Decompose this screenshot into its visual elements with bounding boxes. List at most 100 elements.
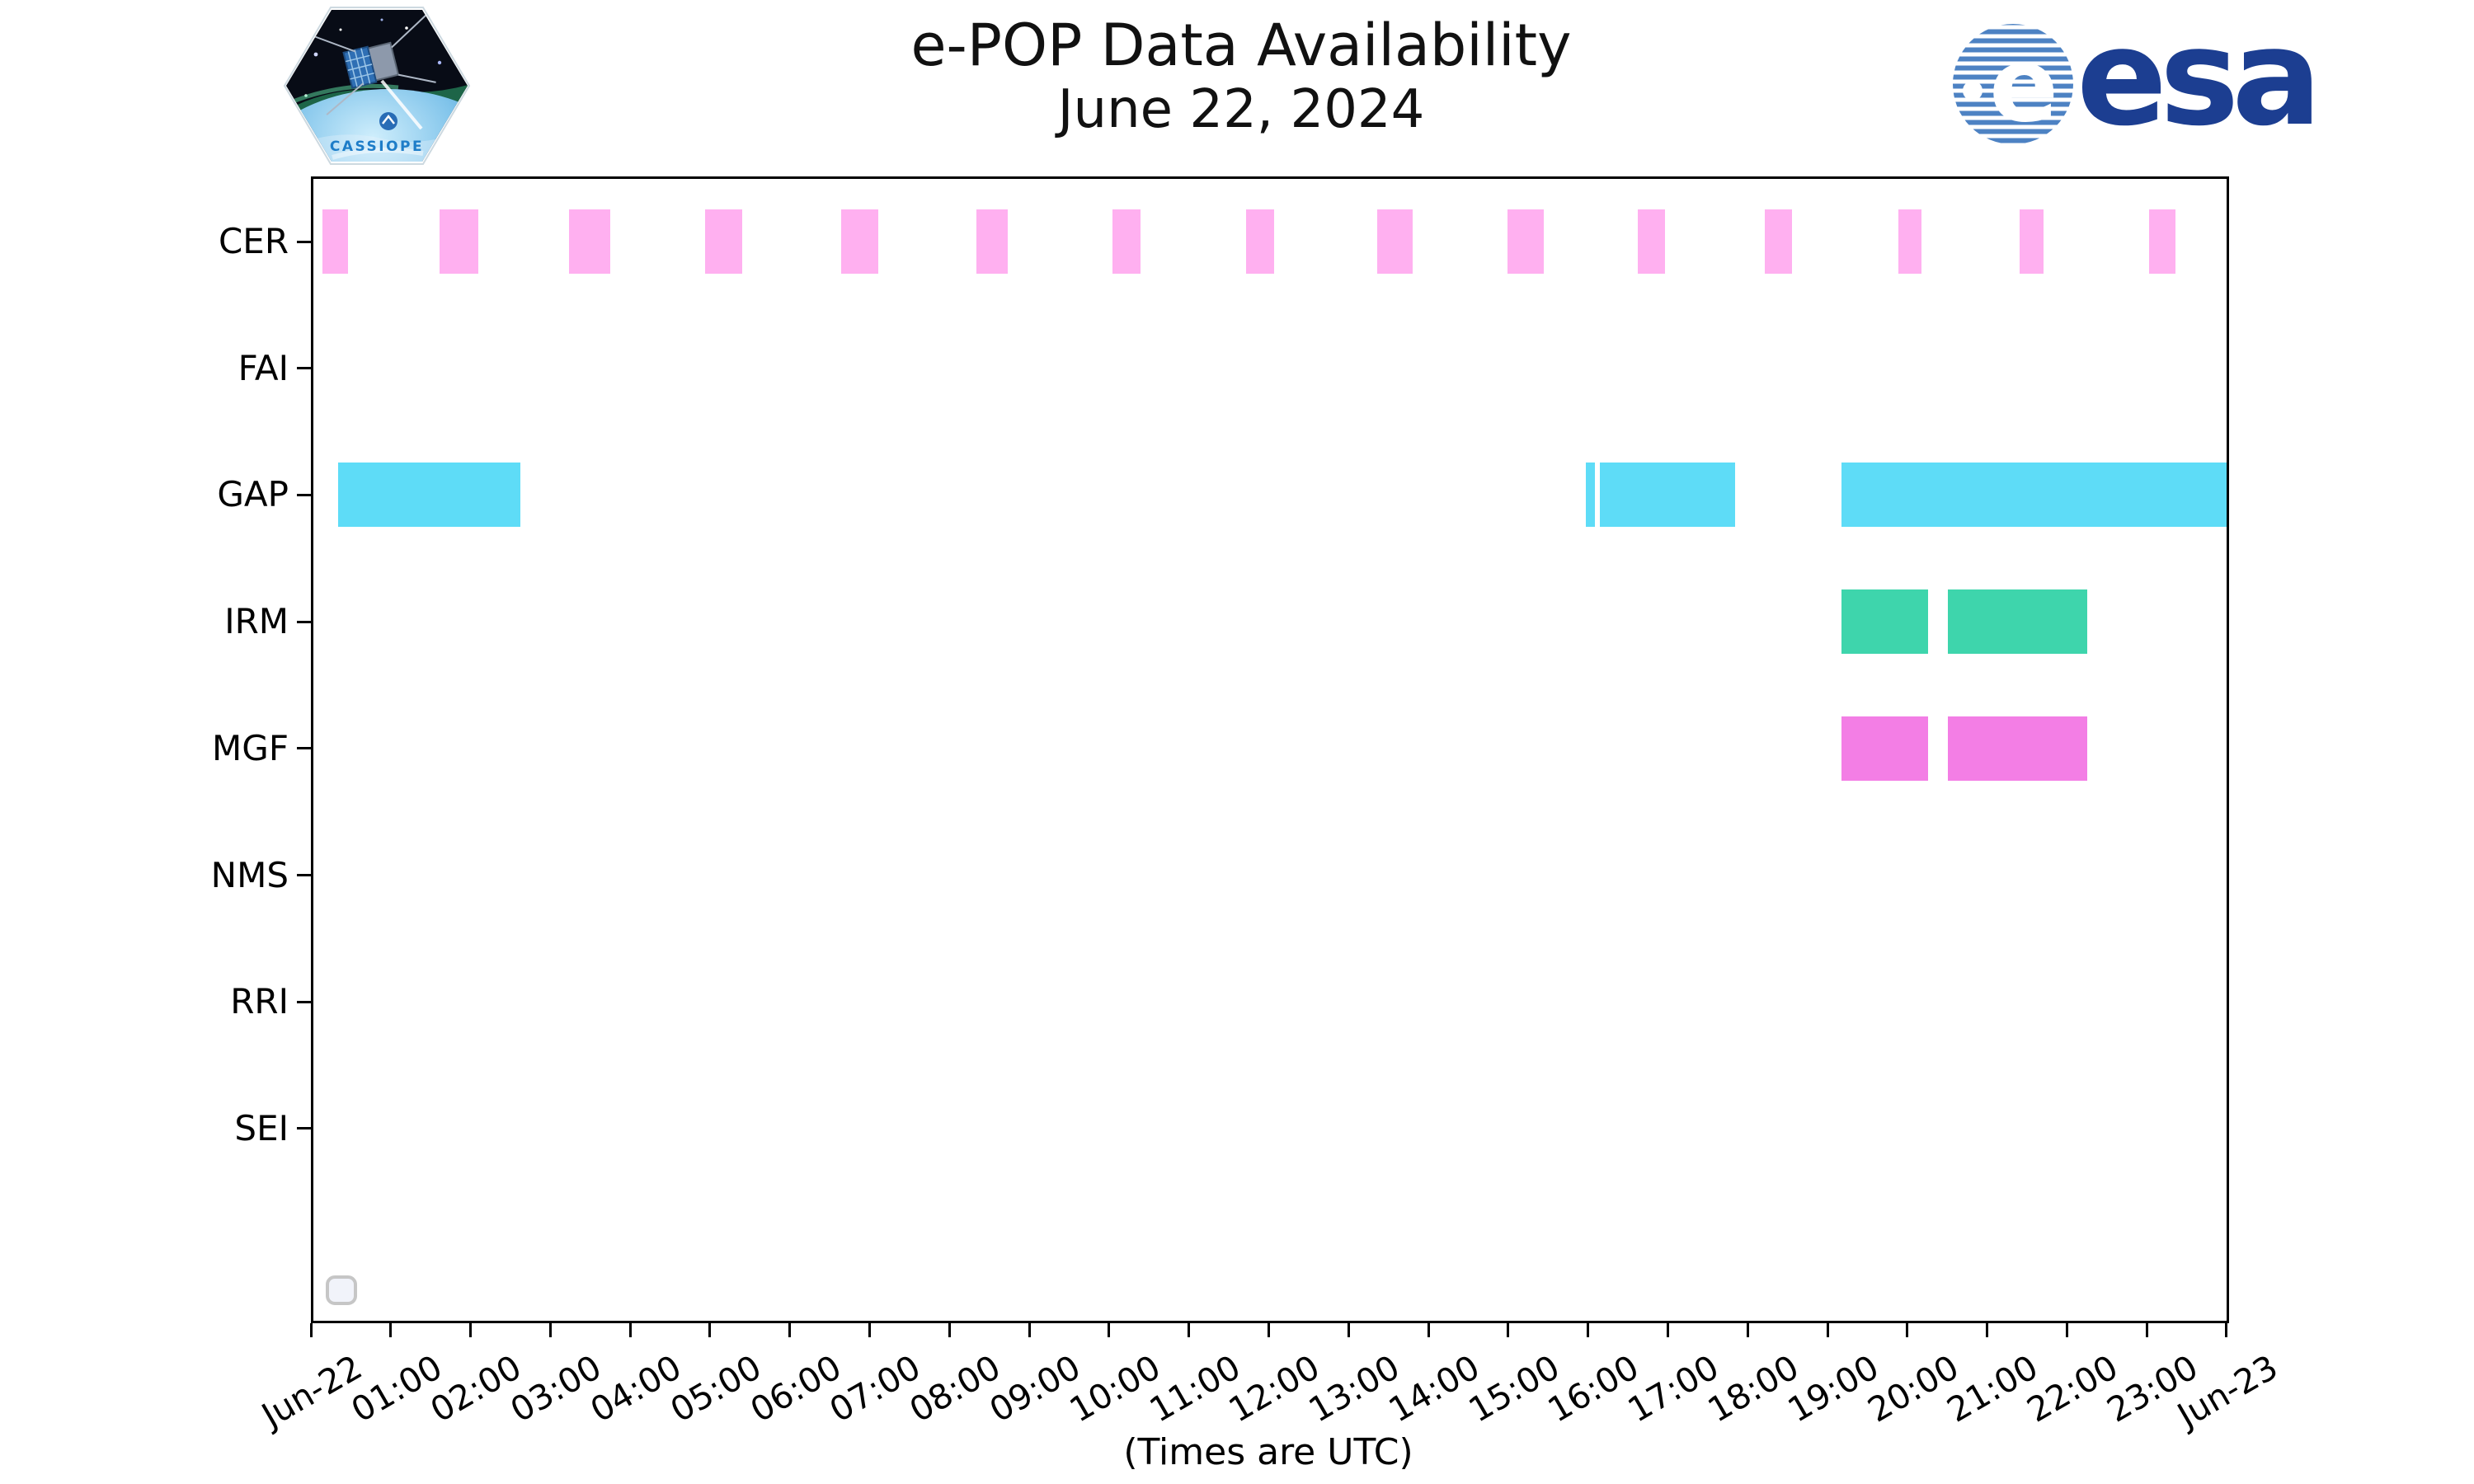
x-tick-13-00 — [1347, 1323, 1350, 1337]
x-tick-jun-22 — [309, 1323, 313, 1337]
row-label-sei: SEI — [234, 1107, 289, 1148]
esa-logo: e esa — [1946, 8, 2458, 160]
y-tick-mgf — [297, 747, 311, 750]
row-label-gap: GAP — [217, 474, 289, 515]
x-tick-22-00 — [2065, 1323, 2068, 1337]
x-tick-label-04-00: 04:00 — [583, 1347, 689, 1430]
x-tick-label-13-00: 13:00 — [1301, 1347, 1407, 1430]
plot-area — [311, 176, 2229, 1323]
x-tick-label-17-00: 17:00 — [1621, 1347, 1726, 1430]
availability-bar-cer-10 — [1507, 209, 1545, 274]
x-tick-label-16-00: 16:00 — [1541, 1347, 1646, 1430]
row-label-rri: RRI — [230, 981, 289, 1022]
availability-bar-cer-9 — [1377, 209, 1413, 274]
y-tick-nms — [297, 874, 311, 876]
page-title: e-POP Data Availability — [910, 12, 1572, 79]
x-tick-03-00 — [548, 1323, 552, 1337]
availability-bar-cer-1 — [322, 209, 348, 274]
availability-bar-cer-2 — [439, 209, 479, 274]
x-tick-17-00 — [1666, 1323, 1669, 1337]
cassiope-mission-patch: CASSIOPE — [283, 5, 471, 167]
availability-bar-cer-3 — [568, 209, 610, 274]
x-tick-05-00 — [708, 1323, 712, 1337]
availability-bar-gap-4 — [1841, 463, 2227, 528]
esa-wordmark: esa — [2077, 1, 2322, 156]
availability-bar-cer-15 — [2149, 209, 2175, 274]
availability-bar-gap-3 — [1600, 463, 1735, 528]
x-tick-07-00 — [868, 1323, 872, 1337]
x-tick-01-00 — [389, 1323, 393, 1337]
x-tick-02-00 — [469, 1323, 473, 1337]
availability-bar-mgf-2 — [1948, 716, 2087, 781]
x-tick-10-00 — [1108, 1323, 1111, 1337]
x-tick-15-00 — [1507, 1323, 1510, 1337]
x-tick-04-00 — [628, 1323, 632, 1337]
availability-bar-cer-13 — [1898, 209, 1922, 274]
row-label-nms: NMS — [210, 854, 289, 895]
x-tick-label-02-00: 02:00 — [424, 1347, 529, 1430]
availability-bar-cer-5 — [840, 209, 879, 274]
chart-title-block: e-POP Data Availability June 22, 2024 — [416, 12, 2066, 140]
x-tick-09-00 — [1028, 1323, 1031, 1337]
y-tick-gap — [297, 493, 311, 496]
x-tick-16-00 — [1587, 1323, 1590, 1337]
x-tick-18-00 — [1746, 1323, 1749, 1337]
x-tick-label-15-00: 15:00 — [1461, 1347, 1566, 1430]
esa-emblem-icon: e — [1953, 24, 2073, 145]
y-tick-rri — [297, 1000, 311, 1003]
x-tick-label-07-00: 07:00 — [823, 1347, 928, 1430]
x-tick-label-09-00: 09:00 — [982, 1347, 1088, 1430]
x-tick-label-06-00: 06:00 — [743, 1347, 848, 1430]
y-tick-cer — [297, 240, 311, 243]
x-tick-06-00 — [788, 1323, 792, 1337]
svg-text:e: e — [1989, 26, 2058, 145]
x-tick-21-00 — [1986, 1323, 1989, 1337]
x-axis-caption: (Times are UTC) — [1123, 1431, 1413, 1473]
availability-bar-cer-14 — [2020, 209, 2044, 274]
availability-bar-cer-12 — [1764, 209, 1793, 274]
x-tick-label-11-00: 11:00 — [1142, 1347, 1247, 1430]
x-tick-jun-23 — [2225, 1323, 2228, 1337]
satellite-illustration — [313, 14, 436, 115]
x-tick-label-14-00: 14:00 — [1381, 1347, 1487, 1430]
availability-bar-mgf-1 — [1841, 716, 1928, 781]
x-tick-label-20-00: 20:00 — [1860, 1347, 1965, 1430]
x-tick-label-03-00: 03:00 — [504, 1347, 609, 1430]
x-tick-label-21-00: 21:00 — [1940, 1347, 2045, 1430]
page-subtitle-date: June 22, 2024 — [1057, 78, 1425, 140]
cassiope-patch-graphic: CASSIOPE — [283, 7, 471, 165]
x-tick-12-00 — [1267, 1323, 1270, 1337]
availability-bar-irm-1 — [1841, 589, 1928, 655]
cassiope-patch-text: CASSIOPE — [330, 139, 424, 155]
row-label-cer: CER — [218, 221, 289, 261]
availability-bar-cer-11 — [1637, 209, 1665, 274]
legend-box — [326, 1275, 357, 1305]
availability-bar-gap-1 — [337, 463, 520, 528]
x-tick-23-00 — [2145, 1323, 2148, 1337]
x-tick-14-00 — [1427, 1323, 1430, 1337]
availability-bar-cer-8 — [1246, 209, 1275, 274]
x-tick-08-00 — [948, 1323, 951, 1337]
x-tick-19-00 — [1826, 1323, 1829, 1337]
x-tick-label-05-00: 05:00 — [663, 1347, 768, 1430]
availability-bar-cer-7 — [1112, 209, 1141, 274]
availability-bar-cer-6 — [976, 209, 1008, 274]
x-tick-label-01-00: 01:00 — [344, 1347, 449, 1430]
x-tick-label-22-00: 22:00 — [2020, 1347, 2125, 1430]
x-tick-11-00 — [1188, 1323, 1191, 1337]
y-tick-fai — [297, 367, 311, 370]
availability-bar-gap-2 — [1585, 463, 1596, 528]
row-label-mgf: MGF — [212, 727, 289, 768]
x-tick-label-19-00: 19:00 — [1780, 1347, 1886, 1430]
availability-bar-irm-2 — [1948, 589, 2087, 655]
availability-bar-cer-4 — [705, 209, 742, 274]
x-tick-label-12-00: 12:00 — [1222, 1347, 1327, 1430]
x-tick-label-08-00: 08:00 — [903, 1347, 1008, 1430]
y-tick-irm — [297, 620, 311, 623]
row-label-irm: IRM — [224, 601, 289, 642]
row-label-fai: FAI — [238, 347, 289, 388]
x-tick-label-10-00: 10:00 — [1062, 1347, 1167, 1430]
x-tick-label-18-00: 18:00 — [1700, 1347, 1806, 1430]
y-tick-sei — [297, 1127, 311, 1130]
